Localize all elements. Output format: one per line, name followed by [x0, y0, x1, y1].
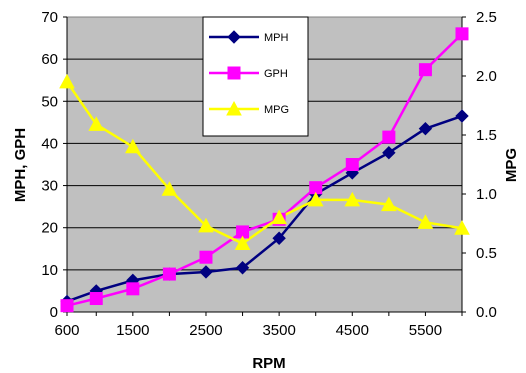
data-point-gph: [162, 267, 176, 281]
series-line-mph: [66, 114, 463, 303]
data-point-gph: [89, 292, 103, 306]
y-axis-right-title: MPG: [503, 148, 520, 182]
data-point-mpg: [307, 191, 324, 207]
data-point-gph: [455, 27, 469, 41]
y-left-tick-label: 70: [41, 9, 58, 26]
y-left-tick-label: 10: [41, 262, 58, 279]
data-point-mph: [272, 231, 286, 245]
data-point-mph: [382, 145, 396, 160]
data-point-mpg: [381, 196, 397, 212]
data-point-mph: [418, 121, 433, 136]
y-right-tick-label: 1.5: [476, 127, 497, 144]
data-point-mph: [455, 109, 469, 123]
y-left-tick-label: 30: [41, 178, 58, 195]
data-point-mpg: [271, 209, 287, 225]
y-left-tick-label: 40: [41, 135, 58, 152]
x-tick-label: 4500: [336, 322, 369, 339]
data-point-mph: [199, 265, 213, 279]
y-left-tick-label: 60: [41, 51, 58, 68]
legend-box: [202, 16, 309, 137]
data-point-gph: [60, 299, 74, 313]
data-point-gph: [126, 282, 140, 296]
y-left-tick-label: 0: [50, 304, 58, 321]
x-tick-label: 3500: [262, 322, 295, 339]
data-point-gph: [418, 63, 432, 77]
x-tick-label: 1500: [116, 322, 149, 339]
legend-marker-gph: [227, 66, 241, 80]
data-point-mpg: [198, 217, 214, 233]
data-point-mpg: [161, 181, 178, 196]
data-point-mpg: [234, 235, 251, 251]
data-point-mpg: [417, 214, 434, 229]
data-point-mpg: [344, 191, 361, 207]
data-point-mpg: [59, 73, 75, 89]
legend-marker-mpg: [226, 100, 242, 116]
legend-label-mph: MPH: [264, 32, 289, 44]
y-axis-left-title: MPH, GPH: [12, 128, 29, 202]
y-left-tick-label: 50: [41, 93, 58, 110]
data-point-mpg: [88, 116, 105, 131]
y-right-tick-label: 0.0: [476, 304, 497, 321]
y-right-tick-label: 0.5: [476, 245, 497, 262]
x-axis-title: RPM: [252, 355, 285, 372]
data-point-mph: [235, 261, 250, 275]
x-tick-label: 5500: [409, 322, 442, 339]
y-right-tick-label: 2.0: [476, 68, 497, 85]
x-tick-label: 2500: [189, 322, 222, 339]
y-right-tick-label: 1.0: [476, 186, 497, 203]
legend-label-mpg: MPG: [264, 104, 289, 116]
legend-marker-mph: [227, 30, 241, 44]
data-point-mpg: [454, 220, 470, 235]
x-tick-label: 600: [54, 322, 79, 339]
data-point-gph: [382, 130, 396, 144]
data-point-mpg: [124, 138, 141, 154]
y-left-tick-label: 20: [41, 220, 58, 237]
y-right-tick-label: 2.5: [476, 9, 497, 26]
data-point-gph: [199, 250, 213, 264]
legend-label-gph: GPH: [264, 68, 288, 80]
series-line-mpg: [65, 81, 463, 246]
data-point-gph: [345, 158, 359, 171]
